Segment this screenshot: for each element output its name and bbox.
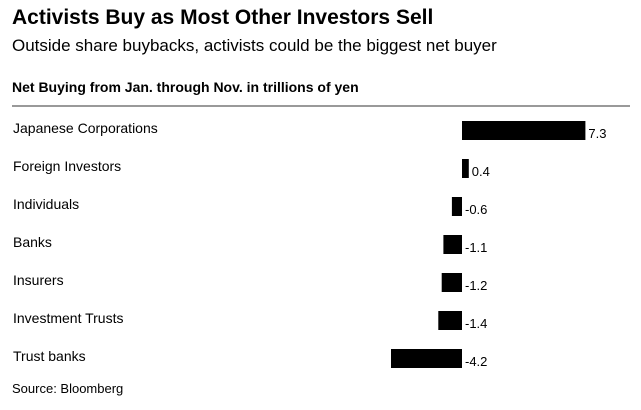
- chart-heading: Net Buying from Jan. through Nov. in tri…: [12, 79, 359, 95]
- bars-layer: Japanese Corporations 7.3 Foreign Investor…: [13, 120, 606, 369]
- bar: [462, 159, 469, 178]
- value-label: -0.6: [465, 202, 487, 217]
- category-label: Banks: [13, 234, 52, 250]
- value-label: -1.2: [465, 278, 487, 293]
- bar: [441, 273, 462, 292]
- bar: [451, 197, 462, 216]
- bar: [391, 349, 462, 368]
- value-label: -4.2: [465, 354, 487, 369]
- source-note: Source: Bloomberg: [12, 381, 124, 396]
- category-label: Trust banks: [13, 348, 86, 364]
- value-label: -1.1: [465, 240, 487, 255]
- category-label: Investment Trusts: [13, 310, 123, 326]
- value-label: 0.4: [472, 164, 490, 179]
- chart-title: Activists Buy as Most Other Investors Se…: [12, 6, 434, 29]
- category-label: Insurers: [13, 272, 64, 288]
- category-label: Japanese Corporations: [13, 120, 158, 136]
- bar: [438, 311, 462, 330]
- bar: [443, 235, 462, 254]
- category-label: Foreign Investors: [13, 158, 121, 174]
- value-label: -1.4: [465, 316, 487, 331]
- category-label: Individuals: [13, 196, 79, 212]
- chart-subtitle: Outside share buybacks, activists could …: [12, 36, 497, 55]
- bar: [462, 121, 586, 140]
- value-label: 7.3: [588, 126, 606, 141]
